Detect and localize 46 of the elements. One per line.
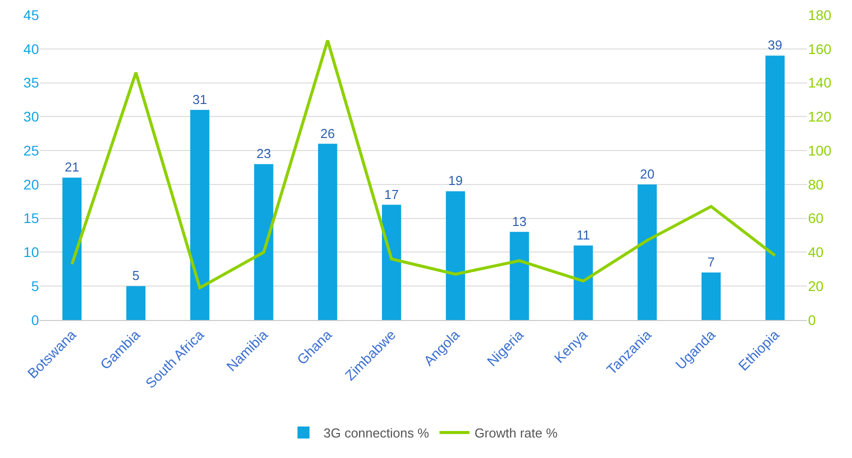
data-label: 17: [384, 186, 399, 202]
data-label: 20: [640, 166, 654, 182]
y-tick-label: 10: [23, 244, 40, 260]
y2-tick-label: 100: [808, 142, 832, 158]
bar: [510, 232, 529, 320]
data-label: 19: [448, 173, 463, 188]
bar: [638, 184, 657, 320]
bar: [254, 164, 274, 320]
y-tick-label: 30: [23, 108, 40, 125]
bar: [574, 245, 593, 320]
y2-tick-label: 140: [808, 74, 832, 91]
y2-tick-label: 120: [808, 108, 832, 125]
y-tick-label: 0: [31, 312, 40, 328]
y-tick-label: 15: [23, 210, 40, 226]
bar: [190, 110, 210, 320]
data-label: 23: [256, 146, 271, 162]
data-label: 26: [320, 126, 335, 141]
data-label: 31: [192, 92, 208, 107]
bar: [702, 272, 721, 320]
y2-tick-label: 60: [808, 210, 824, 226]
y-tick-label: 45: [23, 6, 40, 23]
y-tick-label: 5: [31, 278, 40, 294]
bar: [382, 204, 402, 320]
y2-tick-label: 40: [808, 244, 824, 260]
y2-tick-label: 80: [808, 176, 824, 192]
y2-tick-label: 20: [808, 278, 824, 294]
y2-tick-label: 160: [808, 40, 832, 57]
bar: [318, 144, 338, 320]
y-tick-label: 25: [23, 142, 40, 158]
y2-tick-label: 0: [808, 312, 816, 328]
y-tick-label: 40: [23, 40, 40, 57]
bar: [126, 286, 146, 320]
data-label: 7: [708, 254, 715, 270]
bar: [62, 178, 82, 320]
data-label: 39: [768, 38, 782, 53]
y2-tick-label: 180: [808, 6, 832, 23]
bar: [765, 56, 785, 320]
bar: [446, 191, 466, 320]
y-tick-label: 20: [23, 176, 40, 192]
data-label: 21: [64, 160, 80, 175]
data-label: 5: [132, 268, 140, 284]
data-label: 13: [512, 214, 527, 229]
legend-label: Growth rate %: [474, 426, 558, 441]
y-tick-label: 35: [23, 74, 40, 91]
data-label: 11: [576, 227, 590, 242]
legend-label: 3G connections %: [324, 426, 430, 441]
